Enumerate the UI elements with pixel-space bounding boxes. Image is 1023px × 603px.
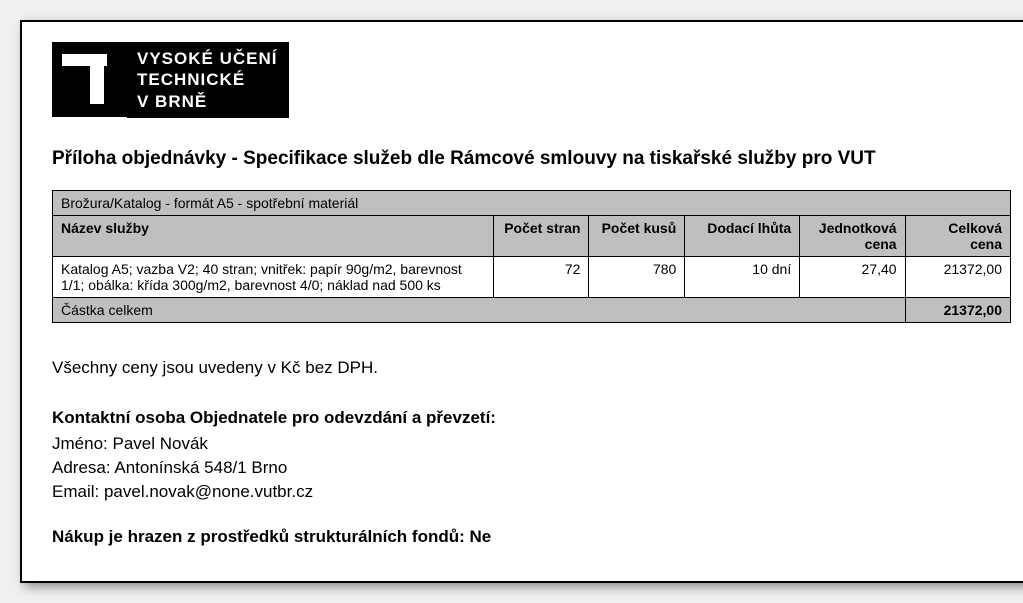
- funding-line: Nákup je hrazen z prostředků strukturáln…: [52, 527, 1011, 547]
- table-row: Katalog A5; vazba V2; 40 stran; vnitřek:…: [53, 256, 1011, 297]
- col-qty: Počet kusů: [589, 215, 685, 256]
- document-page: VYSOKÉ UČENÍ TECHNICKÉ V BRNĚ Příloha ob…: [20, 20, 1023, 583]
- cell-qty: 780: [589, 256, 685, 297]
- col-total: Celková cena: [905, 215, 1010, 256]
- cell-total: 21372,00: [905, 256, 1010, 297]
- contact-email: Email: pavel.novak@none.vutbr.cz: [52, 482, 1011, 502]
- document-title: Příloha objednávky - Specifikace služeb …: [52, 148, 1011, 170]
- contact-email-value: pavel.novak@none.vutbr.cz: [104, 482, 313, 501]
- contact-name-label: Jméno:: [52, 434, 112, 453]
- table-category-row: Brožura/Katalog - formát A5 - spotřební …: [53, 190, 1011, 215]
- table-category: Brožura/Katalog - formát A5 - spotřební …: [53, 190, 1011, 215]
- sum-label: Částka celkem: [53, 297, 906, 322]
- logo-line2: TECHNICKÉ: [137, 69, 277, 90]
- table-header-row: Název služby Počet stran Počet kusů Doda…: [53, 215, 1011, 256]
- col-delivery: Dodací lhůta: [685, 215, 800, 256]
- cell-delivery: 10 dní: [685, 256, 800, 297]
- logo-line1: VYSOKÉ UČENÍ: [137, 48, 277, 69]
- logo-line3: V BRNĚ: [137, 91, 277, 112]
- contact-heading: Kontaktní osoba Objednatele pro odevzdán…: [52, 408, 1011, 428]
- contact-address-label: Adresa:: [52, 458, 114, 477]
- sum-value: 21372,00: [905, 297, 1010, 322]
- price-note: Všechny ceny jsou uvedeny v Kč bez DPH.: [52, 358, 1011, 378]
- cell-unit: 27,40: [800, 256, 905, 297]
- specification-table: Brožura/Katalog - formát A5 - spotřební …: [52, 190, 1011, 323]
- logo-mark: [52, 42, 127, 117]
- cell-name: Katalog A5; vazba V2; 40 stran; vnitřek:…: [53, 256, 494, 297]
- col-unit: Jednotková cena: [800, 215, 905, 256]
- cell-pages: 72: [493, 256, 589, 297]
- contact-address-value: Antonínská 548/1 Brno: [114, 458, 287, 477]
- col-name: Název služby: [53, 215, 494, 256]
- contact-email-label: Email:: [52, 482, 104, 501]
- contact-address: Adresa: Antonínská 548/1 Brno: [52, 458, 1011, 478]
- logo-block: VYSOKÉ UČENÍ TECHNICKÉ V BRNĚ: [52, 42, 1011, 118]
- col-pages: Počet stran: [493, 215, 589, 256]
- contact-name-value: Pavel Novák: [112, 434, 207, 453]
- table-sum-row: Částka celkem 21372,00: [53, 297, 1011, 322]
- contact-name: Jméno: Pavel Novák: [52, 434, 1011, 454]
- logo-text: VYSOKÉ UČENÍ TECHNICKÉ V BRNĚ: [127, 42, 289, 118]
